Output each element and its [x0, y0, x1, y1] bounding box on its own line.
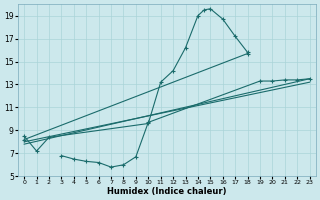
X-axis label: Humidex (Indice chaleur): Humidex (Indice chaleur)	[107, 187, 227, 196]
